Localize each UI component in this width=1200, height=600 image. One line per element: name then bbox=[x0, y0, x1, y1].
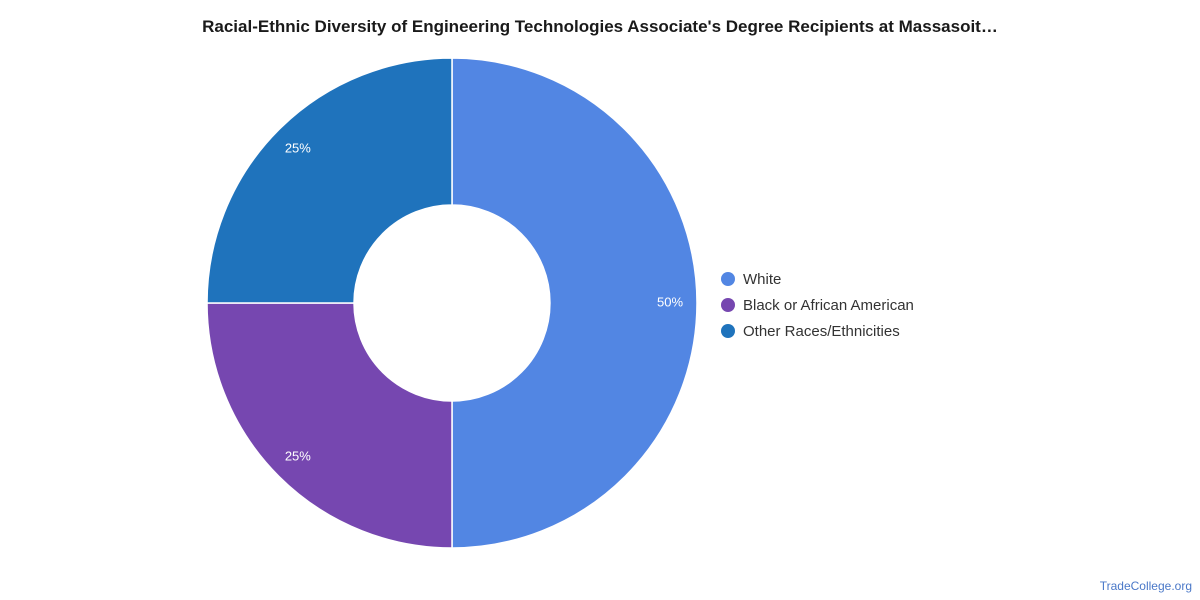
legend-label: Other Races/Ethnicities bbox=[743, 322, 900, 340]
slice-value-label: 25% bbox=[285, 449, 311, 464]
pie-slice-other-races-ethnicities[interactable] bbox=[206, 57, 453, 304]
legend-swatch bbox=[721, 324, 735, 338]
legend-swatch bbox=[721, 272, 735, 286]
watermark-link[interactable]: TradeCollege.org bbox=[1099, 579, 1192, 593]
slice-value-label: 50% bbox=[657, 294, 683, 309]
legend-item-white[interactable]: White bbox=[721, 266, 914, 292]
legend-item-black-or-african-american[interactable]: Black or African American bbox=[721, 292, 914, 318]
pie-slice-black-or-african-american[interactable] bbox=[206, 302, 453, 549]
legend-swatch bbox=[721, 298, 735, 312]
chart-legend: White Black or African American Other Ra… bbox=[721, 266, 914, 344]
legend-item-other-races-ethnicities[interactable]: Other Races/Ethnicities bbox=[721, 318, 914, 344]
legend-label: Black or African American bbox=[743, 296, 914, 314]
chart-title: Racial-Ethnic Diversity of Engineering T… bbox=[202, 17, 998, 36]
legend-label: White bbox=[743, 270, 782, 288]
pie-slice-white[interactable] bbox=[451, 57, 698, 549]
slice-value-label: 25% bbox=[285, 140, 311, 155]
